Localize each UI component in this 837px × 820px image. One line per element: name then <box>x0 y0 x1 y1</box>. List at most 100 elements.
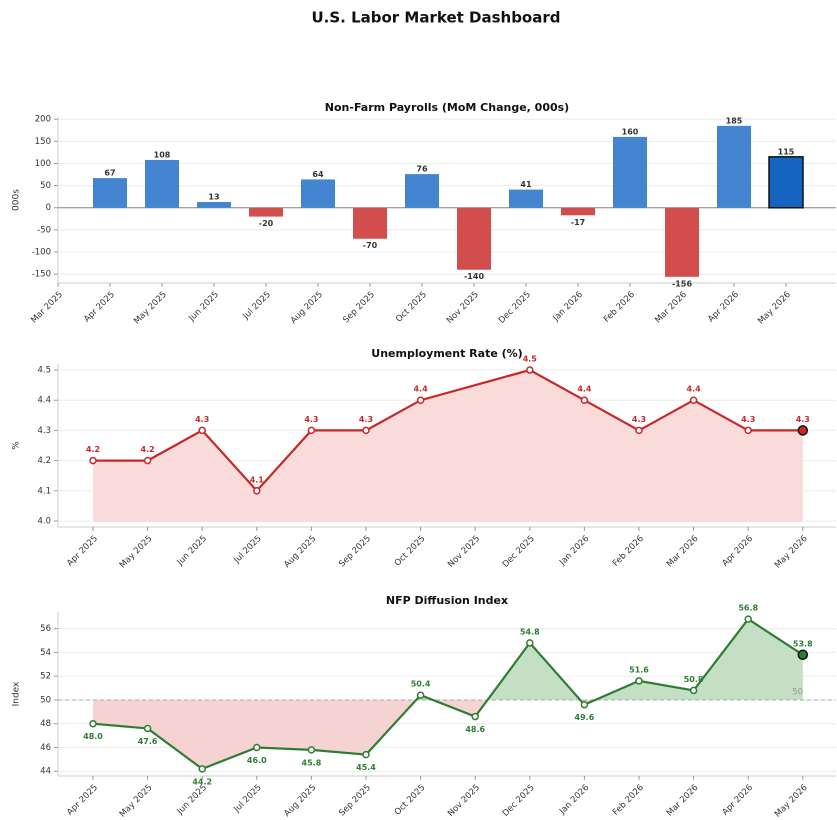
y-tick-label: 44 <box>40 767 51 777</box>
data-label: 115 <box>778 147 795 156</box>
data-label: 4.3 <box>195 415 209 424</box>
x-tick-label: Feb 2026 <box>611 534 646 569</box>
marker <box>635 677 643 685</box>
marker <box>797 425 809 436</box>
data-label: 46.0 <box>247 756 267 765</box>
x-tick-label: Sep 2025 <box>337 783 373 819</box>
y-tick-label: 4.0 <box>37 516 51 526</box>
bar <box>301 179 335 208</box>
marker <box>744 615 752 623</box>
y-tick-label: 54 <box>40 648 51 658</box>
x-tick-label: Aug 2025 <box>282 783 318 819</box>
data-label: 4.3 <box>632 415 646 424</box>
x-tick-label: Oct 2025 <box>393 783 428 818</box>
marker <box>143 724 152 733</box>
x-tick-label: Apr 2026 <box>706 290 741 325</box>
bar <box>768 156 804 209</box>
x-tick-label: Apr 2025 <box>82 290 117 325</box>
x-tick-label: Apr 2025 <box>65 783 100 818</box>
x-tick-label: Apr 2026 <box>720 783 755 818</box>
data-label: 53.8 <box>793 639 813 648</box>
chart-title: Unemployment Rate (%) <box>371 347 522 360</box>
x-tick-label: May 2026 <box>773 783 810 820</box>
x-tick-label: Feb 2026 <box>611 783 646 818</box>
data-label: -140 <box>464 272 484 281</box>
x-tick-label: Nov 2025 <box>445 290 481 326</box>
x-tick-label: Jul 2025 <box>231 783 263 815</box>
y-axis-label: 000s <box>12 189 22 211</box>
data-label: -156 <box>672 279 692 288</box>
data-label: 44.2 <box>192 777 212 786</box>
line <box>92 617 804 771</box>
x-tick-label: Dec 2025 <box>497 290 533 326</box>
marker <box>198 765 206 773</box>
data-label: 45.8 <box>302 758 322 767</box>
x-tick-label: Mar 2026 <box>653 290 689 326</box>
y-tick-label: 50 <box>40 695 51 705</box>
marker <box>89 456 97 465</box>
data-label: 54.8 <box>520 627 540 636</box>
x-tick-label: Apr 2025 <box>65 534 100 569</box>
x-tick-label: Mar 2026 <box>665 534 701 570</box>
data-label: 4.3 <box>359 415 373 424</box>
x-tick-label: Jan 2026 <box>557 783 591 817</box>
marker <box>580 700 589 709</box>
area-above <box>93 619 803 700</box>
marker <box>526 366 534 374</box>
x-tick-label: May 2025 <box>118 783 155 820</box>
y-tick-label: 4.3 <box>37 426 51 436</box>
bar <box>249 207 283 217</box>
bar <box>145 159 179 208</box>
x-tick-label: Jun 2025 <box>175 783 209 817</box>
y-tick-label: 4.1 <box>37 486 51 496</box>
x-tick-label: May 2025 <box>118 534 155 571</box>
marker <box>198 426 206 435</box>
data-label: 160 <box>622 127 639 136</box>
x-tick-label: Jul 2025 <box>241 290 273 322</box>
y-tick-label: 100 <box>35 159 51 169</box>
data-label: 4.5 <box>523 355 538 364</box>
data-label: 108 <box>154 150 171 159</box>
x-tick-label: Apr 2026 <box>720 534 755 569</box>
data-label: 4.4 <box>414 385 429 394</box>
y-tick-label: 56 <box>40 624 51 634</box>
data-label: 64 <box>312 170 324 179</box>
bar <box>717 125 751 208</box>
x-tick-label: Nov 2025 <box>446 783 482 819</box>
y-tick-label: 46 <box>40 743 51 753</box>
x-tick-label: Jun 2025 <box>187 290 221 324</box>
y-axis-label: % <box>12 441 22 450</box>
data-label: 48.6 <box>465 725 485 734</box>
x-tick-label: Nov 2025 <box>446 534 482 570</box>
data-label: 13 <box>208 192 219 201</box>
data-label: 4.4 <box>577 385 592 394</box>
chart-title: Non-Farm Payrolls (MoM Change, 000s) <box>325 101 569 114</box>
data-label: 51.6 <box>629 665 649 674</box>
marker <box>416 396 425 404</box>
marker <box>307 426 316 435</box>
bar <box>353 207 387 239</box>
y-tick-label: 4.4 <box>37 396 51 406</box>
marker <box>307 746 316 754</box>
bar <box>561 207 595 216</box>
x-tick-label: Jun 2025 <box>175 534 209 568</box>
y-tick-label: -150 <box>32 270 51 280</box>
data-label: 67 <box>104 169 115 178</box>
x-tick-label: May 2026 <box>773 534 810 571</box>
x-tick-label: Aug 2025 <box>282 534 318 570</box>
data-label: 4.2 <box>86 445 100 454</box>
y-tick-label: 200 <box>35 115 51 125</box>
marker <box>635 426 643 435</box>
x-tick-label: Feb 2026 <box>602 290 637 325</box>
data-label: 4.3 <box>741 415 755 424</box>
y-tick-label: 50 <box>40 181 51 191</box>
x-tick-label: Dec 2025 <box>501 783 537 819</box>
data-label: -70 <box>363 241 378 250</box>
data-label: 50.4 <box>411 680 431 689</box>
x-tick-label: Oct 2025 <box>394 290 429 325</box>
marker <box>362 750 370 759</box>
marker <box>526 639 534 647</box>
dashboard-title: U.S. Labor Market Dashboard <box>311 9 560 27</box>
y-tick-label: 150 <box>35 137 51 147</box>
y-tick-label: 52 <box>40 672 51 682</box>
